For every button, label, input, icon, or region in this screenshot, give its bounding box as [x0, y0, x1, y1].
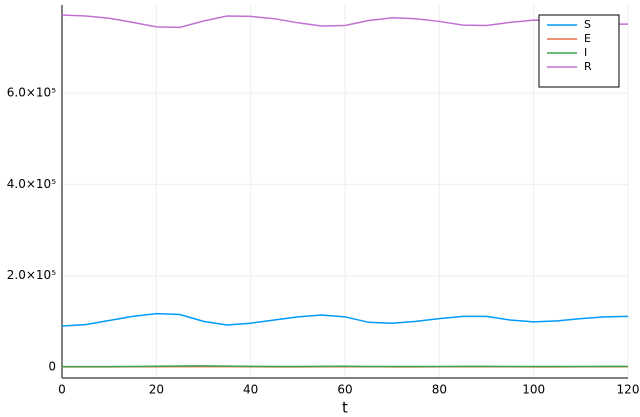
series-line	[61, 14, 628, 29]
series-line	[62, 365, 628, 368]
x-tick-label: 120	[617, 383, 640, 397]
x-tick-label: 40	[243, 383, 258, 397]
legend-label: S	[584, 18, 591, 31]
legend-label: I	[584, 46, 587, 59]
y-tick-label: 2.0×10⁵	[7, 268, 56, 282]
x-axis-label: t	[342, 399, 348, 417]
series-line	[61, 312, 629, 327]
x-tick-label: 20	[149, 383, 164, 397]
y-tick-label: 0	[48, 360, 56, 374]
y-tick-label: 6.0×10⁵	[7, 86, 56, 100]
legend-label: E	[584, 32, 591, 45]
x-tick-label: 80	[432, 383, 447, 397]
legend-label: R	[584, 60, 592, 73]
y-tick-label: 4.0×10⁵	[7, 177, 56, 191]
x-tick-label: 100	[522, 383, 545, 397]
x-tick-label: 0	[58, 383, 66, 397]
legend-box	[538, 14, 620, 88]
x-tick-label: 60	[337, 383, 352, 397]
